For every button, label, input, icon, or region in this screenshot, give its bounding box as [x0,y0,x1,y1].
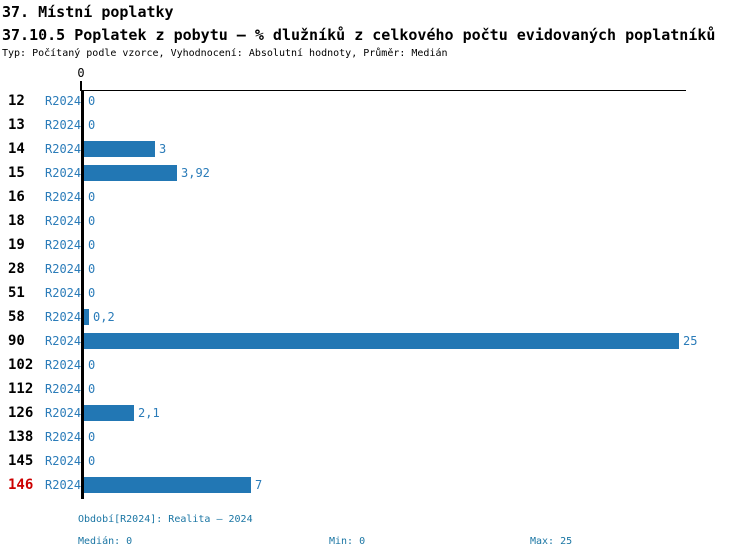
chart-row: 126 R2024 2,1 [0,401,750,425]
chart-row: 138 R2024 0 [0,425,750,449]
bar-value-label: 25 [683,334,698,348]
axis-top-line [81,90,686,91]
row-category-label: 28 [8,261,25,277]
row-series-label: R2024 [45,118,82,132]
axis-zero-tick-mark [80,81,82,91]
row-series-label: R2024 [45,406,82,420]
footer-period: Období[R2024]: Realita – 2024 [78,514,253,525]
bar-value-label: 0 [88,262,96,276]
bar [84,405,134,421]
row-series-label: R2024 [45,190,82,204]
bar [84,477,251,493]
chart-row: 102 R2024 0 [0,353,750,377]
chart-row: 112 R2024 0 [0,377,750,401]
row-category-label: 58 [8,309,25,325]
chart-row: 90 R2024 25 [0,329,750,353]
chart-row: 28 R2024 0 [0,257,750,281]
bar-value-label: 0 [88,94,96,108]
row-series-label: R2024 [45,262,82,276]
bar-value-label: 0 [88,214,96,228]
row-category-label: 146 [8,477,34,493]
footer-max: Max: 25 [530,536,573,547]
row-category-label: 12 [8,93,25,109]
bar-value-label: 0 [88,118,96,132]
bar-value-label: 0 [88,190,96,204]
bar-value-label: 0 [88,238,96,252]
row-series-label: R2024 [45,358,82,372]
row-category-label: 90 [8,333,25,349]
bar-value-label: 3 [159,142,167,156]
axis-zero-tick-label: 0 [77,66,85,80]
row-series-label: R2024 [45,454,82,468]
row-category-label: 19 [8,237,25,253]
chart-row: 19 R2024 0 [0,233,750,257]
row-category-label: 15 [8,165,25,181]
row-category-label: 13 [8,117,25,133]
row-series-label: R2024 [45,286,82,300]
row-category-label: 51 [8,285,25,301]
chart-row: 12 R2024 0 [0,89,750,113]
row-series-label: R2024 [45,166,82,180]
chart-row: 16 R2024 0 [0,185,750,209]
bar-value-label: 3,92 [181,166,210,180]
bar-value-label: 0 [88,358,96,372]
row-category-label: 112 [8,381,34,397]
chart-row: 14 R2024 3 [0,137,750,161]
chart-row: 58 R2024 0,2 [0,305,750,329]
row-series-label: R2024 [45,142,82,156]
row-series-label: R2024 [45,334,82,348]
footer-median: Medián: 0 [78,536,133,547]
row-category-label: 18 [8,213,25,229]
row-category-label: 145 [8,453,34,469]
report-meta-line: Typ: Počítaný podle vzorce, Vyhodnocení:… [2,48,448,59]
report-subtitle: 37.10.5 Poplatek z pobytu – % dlužníků z… [2,26,716,44]
bar [84,141,155,157]
chart-row: 145 R2024 0 [0,449,750,473]
bar-value-label: 0 [88,286,96,300]
row-series-label: R2024 [45,238,82,252]
row-series-label: R2024 [45,478,82,492]
bar [84,165,177,181]
row-category-label: 126 [8,405,34,421]
row-series-label: R2024 [45,310,82,324]
bar-value-label: 0 [88,382,96,396]
chart-row: 15 R2024 3,92 [0,161,750,185]
bar [84,333,679,349]
bar-value-label: 0 [88,430,96,444]
row-series-label: R2024 [45,214,82,228]
row-series-label: R2024 [45,94,82,108]
row-series-label: R2024 [45,382,82,396]
footer-min: Min: 0 [329,536,366,547]
row-category-label: 14 [8,141,25,157]
bar-value-label: 0 [88,454,96,468]
bar [84,309,89,325]
chart-row: 13 R2024 0 [0,113,750,137]
bar-value-label: 2,1 [138,406,160,420]
chart-row: 146 R2024 7 [0,473,750,497]
chart-row: 51 R2024 0 [0,281,750,305]
row-category-label: 138 [8,429,34,445]
report-title: 37. Místní poplatky [2,3,174,21]
bar-value-label: 0,2 [93,310,115,324]
row-category-label: 102 [8,357,34,373]
bar-value-label: 7 [255,478,263,492]
axis-left-line [81,90,84,499]
row-category-label: 16 [8,189,25,205]
row-series-label: R2024 [45,430,82,444]
chart-row: 18 R2024 0 [0,209,750,233]
